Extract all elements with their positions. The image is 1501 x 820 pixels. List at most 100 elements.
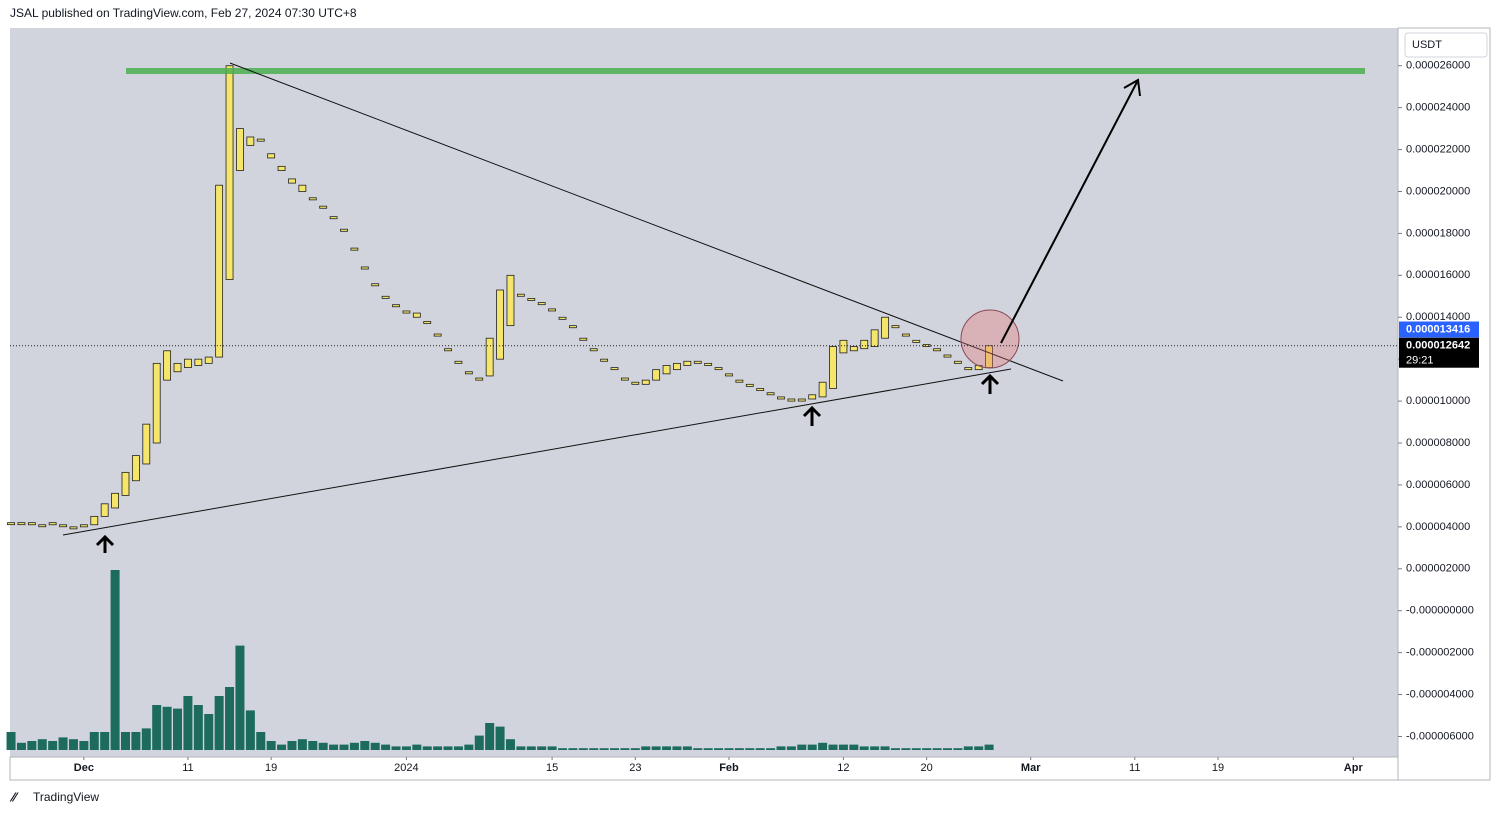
volume-bar: [79, 741, 89, 750]
volume-bar: [89, 732, 99, 750]
volume-bar: [297, 739, 307, 750]
x-tick-label: 19: [1212, 762, 1224, 774]
candle: [485, 337, 494, 377]
volume-bar: [818, 742, 828, 750]
up-arrow: [95, 534, 115, 553]
candle: [881, 316, 889, 339]
candle: [787, 398, 796, 402]
volume-bar: [204, 714, 214, 750]
candle: [444, 348, 452, 352]
volume-bar: [422, 746, 432, 750]
volume-bar: [953, 748, 963, 750]
x-tick-label: 2024: [394, 762, 418, 774]
x-tick-label: Mar: [1021, 762, 1041, 774]
volume-bar: [339, 744, 349, 750]
price-tag: [1399, 337, 1479, 368]
volume-bar: [526, 746, 536, 750]
volume-bar: [922, 748, 932, 750]
currency-box[interactable]: [1404, 32, 1488, 58]
volume-bar: [308, 741, 318, 750]
volume-bar: [381, 744, 391, 750]
y-tick-label: 0.000022000: [1406, 143, 1470, 155]
y-tick-label: 0.000010000: [1406, 395, 1470, 407]
volume-bar: [495, 726, 505, 750]
candle: [922, 344, 931, 347]
volume-bar: [193, 705, 203, 750]
volume-bar: [401, 746, 411, 750]
volume-bar: [557, 748, 567, 750]
candle: [953, 360, 962, 364]
volume-bar: [433, 746, 443, 750]
candle: [277, 165, 286, 171]
volume-bar: [287, 741, 297, 750]
volume-bar: [672, 746, 682, 750]
volume-bar: [911, 748, 921, 750]
candle: [225, 65, 234, 280]
volume-bar: [516, 746, 526, 750]
x-tick-label: Apr: [1344, 762, 1364, 774]
candle: [797, 398, 806, 402]
volume-bar: [828, 744, 838, 750]
pane: [10, 28, 1398, 757]
candle: [464, 371, 473, 375]
price-axis: [1397, 27, 1491, 781]
countdown: 29:21: [1406, 355, 1434, 367]
volume-bar: [797, 744, 807, 750]
price-tag-label: 0.000012642: [1406, 340, 1470, 352]
y-tick-label: 0.000026000: [1406, 60, 1470, 72]
volume-bar: [974, 746, 984, 750]
candle: [693, 360, 702, 364]
y-tick-label: 0.000018000: [1406, 227, 1470, 239]
logo: ⁄⁄: [9, 789, 19, 804]
candle: [725, 373, 733, 377]
volume-bar: [859, 746, 869, 750]
y-tick-label: -0.000002000: [1406, 647, 1474, 659]
candle: [350, 247, 359, 251]
volume-bar: [942, 748, 952, 750]
candle: [496, 289, 504, 360]
x-tick-label: 20: [921, 762, 933, 774]
candle: [79, 524, 88, 528]
x-tick-label: 19: [265, 762, 277, 774]
price-tag-label: 0.000013416: [1406, 323, 1470, 335]
up-arrow: [802, 405, 822, 426]
candle: [600, 358, 609, 362]
volume-bar: [745, 748, 755, 750]
candle: [152, 362, 161, 444]
volume-bar: [162, 706, 172, 750]
volume-bar: [245, 710, 255, 750]
volume-bar: [714, 748, 724, 750]
candle: [610, 367, 619, 371]
candle: [745, 383, 754, 387]
volume-bar: [651, 746, 661, 750]
y-tick-label: 0.000008000: [1406, 437, 1470, 449]
candle: [90, 515, 99, 526]
volume-bar: [183, 696, 193, 750]
candle: [100, 503, 109, 517]
candle: [943, 354, 952, 358]
candle: [215, 184, 224, 358]
volume-bar: [693, 748, 703, 750]
arrow-head: [1123, 78, 1141, 97]
volume-bar: [214, 696, 224, 750]
currency: USDT: [1412, 39, 1442, 51]
volume-bar: [880, 746, 890, 750]
volume-bar: [568, 748, 578, 750]
volume-bar: [318, 742, 328, 750]
candle: [849, 346, 858, 352]
candle: [256, 138, 265, 142]
candle: [236, 128, 244, 171]
y-tick-label: 0.000004000: [1406, 521, 1470, 533]
candle: [381, 295, 390, 299]
candle: [59, 524, 67, 528]
candle: [475, 377, 484, 381]
candle: [402, 310, 411, 314]
candle: [329, 216, 338, 220]
candle: [246, 136, 255, 146]
volume-bar: [27, 741, 37, 750]
candle: [131, 455, 140, 482]
candle: [964, 367, 973, 371]
candle: [433, 333, 442, 337]
volume-bar: [412, 744, 422, 750]
